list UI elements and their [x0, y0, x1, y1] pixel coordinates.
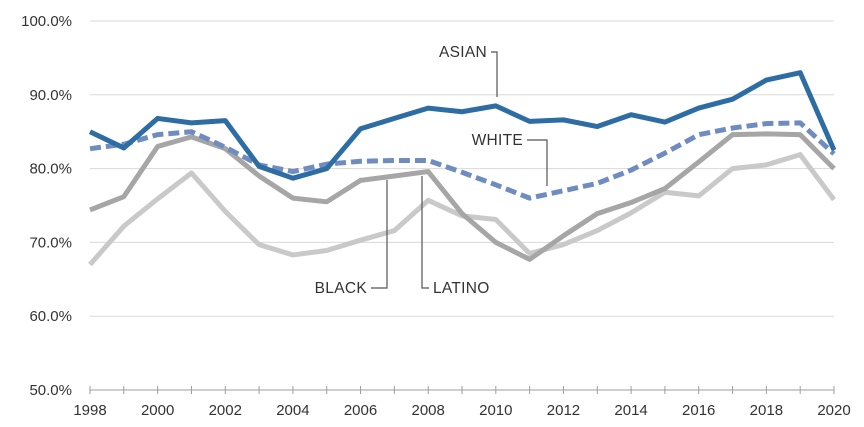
- x-tick-label: 2000: [141, 402, 174, 419]
- gridlines: [90, 20, 834, 317]
- y-tick-label: 80.0%: [29, 161, 72, 178]
- y-tick-label: 70.0%: [29, 234, 72, 251]
- series-label-white: WHITE: [472, 132, 523, 149]
- y-tick-label: 50.0%: [29, 382, 72, 399]
- y-axis-tick-labels: 50.0% 60.0% 70.0% 80.0% 90.0% 100.0%: [21, 13, 72, 399]
- x-tick-label: 2002: [209, 402, 242, 419]
- y-tick-label: 90.0%: [29, 87, 72, 104]
- x-tick-label: 2004: [276, 402, 309, 419]
- x-tick-label: 2010: [479, 402, 512, 419]
- series-lines: [88, 70, 837, 267]
- series-line-white: [89, 120, 836, 201]
- x-tick-label: 2016: [682, 402, 715, 419]
- x-tick-label: 2006: [344, 402, 377, 419]
- y-tick-label: 100.0%: [21, 13, 72, 30]
- callout-leader-black: [371, 180, 388, 289]
- series-callouts: ASIAN WHITE BLACK LATINO: [315, 44, 548, 297]
- x-tick-label: 2018: [750, 402, 783, 419]
- series-label-latino: LATINO: [433, 280, 490, 297]
- x-tick-label: 2020: [817, 402, 850, 419]
- x-tick-label: 2012: [547, 402, 580, 419]
- x-tick-label: 1998: [73, 402, 106, 419]
- callout-leader-asian: [491, 51, 498, 97]
- series-line-asian: [88, 70, 837, 181]
- series-line-black: [89, 131, 836, 262]
- x-tick-label: 2008: [411, 402, 444, 419]
- callout-leader-white: [527, 139, 548, 186]
- x-tick-label: 2014: [614, 402, 647, 419]
- x-axis: 1998 2000 2002 2004 2006 2008 2010 2012 2014 2016…: [73, 386, 851, 419]
- series-label-asian: ASIAN: [439, 44, 487, 61]
- y-tick-label: 60.0%: [29, 308, 72, 325]
- callout-leader-latino: [421, 176, 429, 289]
- series-label-black: BLACK: [315, 280, 368, 297]
